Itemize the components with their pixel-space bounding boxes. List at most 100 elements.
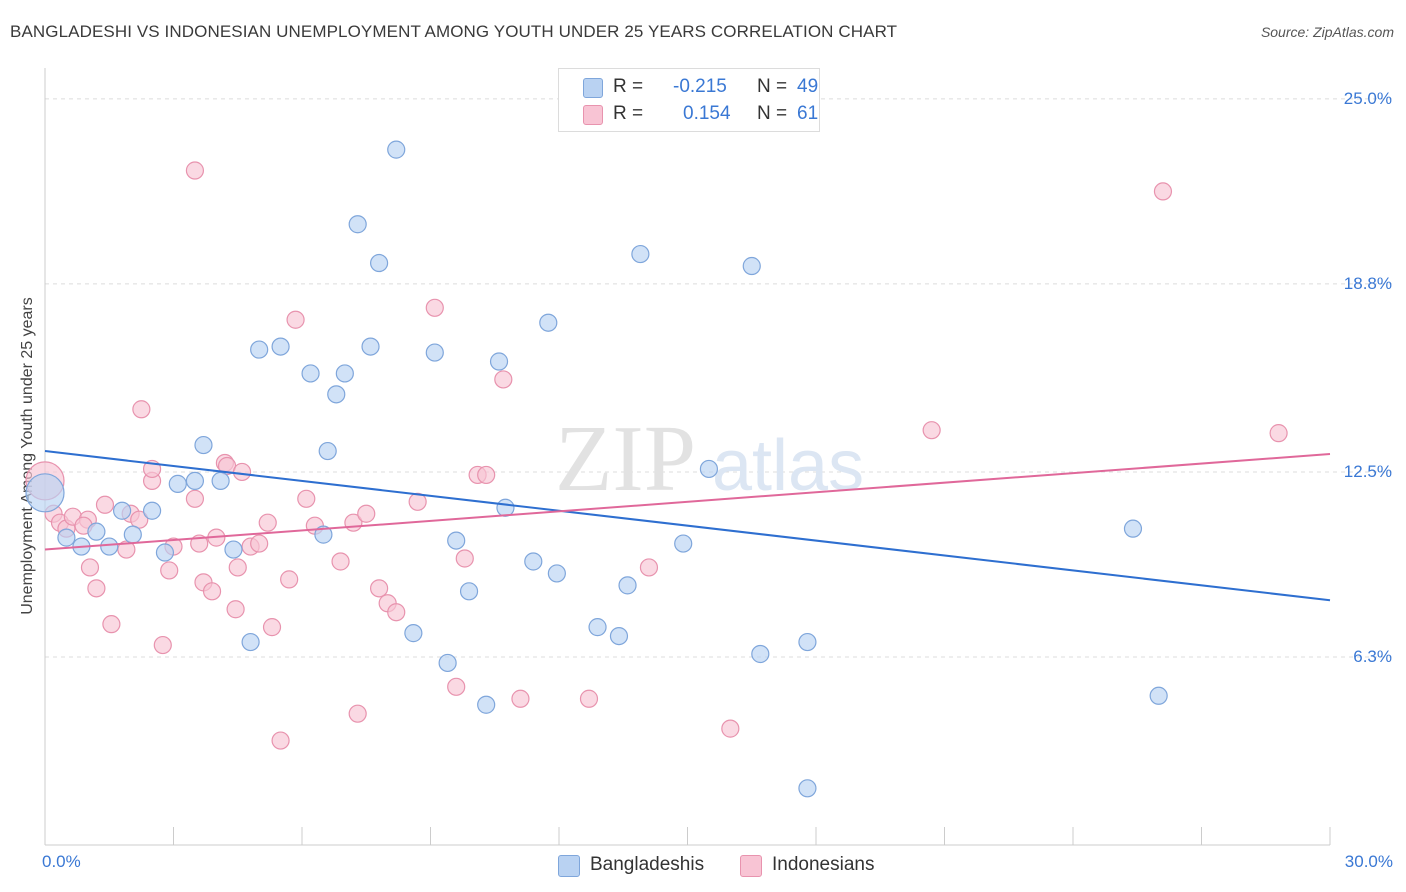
point-bangladeshis-18 <box>314 525 333 544</box>
point-bangladeshis-44 <box>751 644 770 664</box>
point-bangladeshis-12 <box>211 471 230 490</box>
point-indonesians-33 <box>262 618 282 637</box>
chart-title: BANGLADESHI VS INDONESIAN UNEMPLOYMENT A… <box>10 22 898 41</box>
series-bangladeshis <box>25 140 1168 798</box>
point-indonesians-28 <box>228 558 247 577</box>
point-bangladeshis-32 <box>489 352 509 371</box>
point-bangladeshis-15 <box>250 340 269 359</box>
point-bangladeshis-46 <box>798 779 817 798</box>
point-indonesians-57 <box>1153 182 1173 201</box>
trend-line-indonesians <box>44 453 1331 551</box>
point-bangladeshis-30 <box>459 582 479 601</box>
point-bangladeshis-38 <box>609 626 629 646</box>
watermark-zip: ZIP <box>555 407 696 511</box>
point-indonesians-36 <box>286 310 305 329</box>
legend-r-value: -0.215 <box>673 76 727 97</box>
point-bangladeshis-28 <box>438 653 457 673</box>
point-bangladeshis-16 <box>271 337 290 356</box>
point-indonesians-39 <box>331 552 350 571</box>
y-tick-label-0: 6.3% <box>1353 646 1392 666</box>
point-indonesians-46 <box>425 298 444 317</box>
point-indonesians-8 <box>95 495 115 514</box>
trend-lines <box>44 450 1331 602</box>
point-bangladeshis-7 <box>142 501 162 520</box>
point-bangladeshis-25 <box>387 140 406 159</box>
point-indonesians-54 <box>639 558 659 577</box>
point-bangladeshis-29 <box>447 531 466 550</box>
point-bangladeshis-13 <box>224 540 243 559</box>
point-indonesians-58 <box>1269 424 1288 443</box>
point-indonesians-9 <box>102 615 121 634</box>
legend-swatch-blue <box>558 855 580 877</box>
point-bangladeshis-34 <box>524 552 543 571</box>
trend-line-bangladeshis <box>44 450 1331 602</box>
y-tick-label-3: 25.0% <box>1343 88 1392 108</box>
point-indonesians-13 <box>132 400 151 419</box>
point-bangladeshis-23 <box>361 337 380 356</box>
point-bangladeshis-33 <box>496 498 515 517</box>
point-bangladeshis-19 <box>318 441 337 461</box>
point-bangladeshis-24 <box>370 253 389 273</box>
point-bangladeshis-20 <box>327 385 346 404</box>
legend-n-value: 49 <box>797 76 819 97</box>
point-bangladeshis-45 <box>798 632 817 652</box>
legend-n-label: N = <box>757 76 788 97</box>
point-bangladeshis-9 <box>168 474 187 493</box>
point-bangladeshis-41 <box>674 534 693 553</box>
legend-n-value: 61 <box>797 103 819 124</box>
point-bangladeshis-4 <box>100 537 119 556</box>
legend-swatch-blue <box>583 78 603 98</box>
point-bangladeshis-47 <box>1123 519 1143 538</box>
point-bangladeshis-39 <box>618 576 637 595</box>
point-indonesians-56 <box>922 421 941 440</box>
point-indonesians-45 <box>408 492 427 511</box>
point-indonesians-19 <box>185 161 205 180</box>
point-bangladeshis-6 <box>123 525 142 544</box>
correlation-legend: R = -0.215 N = 49 R = 0.154 N = 61 <box>558 68 820 132</box>
point-bangladeshis-48 <box>1149 686 1168 705</box>
point-indonesians-55 <box>721 719 740 738</box>
point-indonesians-34 <box>271 731 290 750</box>
point-bangladeshis-21 <box>335 364 354 383</box>
point-indonesians-41 <box>357 504 376 523</box>
point-bangladeshis-10 <box>185 471 205 490</box>
point-indonesians-6 <box>80 558 100 577</box>
point-bangladeshis-1 <box>57 528 76 547</box>
point-bangladeshis-0 <box>25 473 65 513</box>
point-indonesians-27 <box>226 600 245 619</box>
point-indonesians-17 <box>160 561 179 580</box>
point-indonesians-31 <box>250 534 269 553</box>
gridlines <box>45 98 1392 658</box>
legend-label-indonesians: Indonesians <box>772 854 875 875</box>
x-tick-label-1: 30.0% <box>1344 852 1393 871</box>
point-indonesians-53 <box>579 689 599 708</box>
point-bangladeshis-11 <box>194 435 213 455</box>
point-indonesians-7 <box>87 579 106 598</box>
y-tick-label-2: 18.8% <box>1343 273 1392 293</box>
point-bangladeshis-26 <box>404 624 423 643</box>
point-indonesians-16 <box>153 635 172 655</box>
point-bangladeshis-5 <box>112 501 132 520</box>
point-indonesians-35 <box>280 570 299 589</box>
point-bangladeshis-8 <box>155 543 175 562</box>
point-indonesians-50 <box>477 465 496 485</box>
point-bangladeshis-36 <box>547 564 566 583</box>
watermark: ZIP atlas <box>555 407 864 511</box>
point-bangladeshis-31 <box>477 695 496 714</box>
point-indonesians-32 <box>258 513 277 532</box>
axes <box>44 68 1331 846</box>
legend-r-label: R = <box>613 76 644 97</box>
source-credit: Source: ZipAtlas.com <box>1260 24 1394 40</box>
legend-swatch-pink <box>583 105 603 125</box>
point-indonesians-23 <box>202 582 222 601</box>
point-indonesians-52 <box>511 689 530 708</box>
point-indonesians-29 <box>232 462 252 482</box>
y-tick-label-1: 12.5% <box>1343 461 1392 481</box>
point-indonesians-20 <box>185 489 205 508</box>
point-bangladeshis-43 <box>742 256 761 276</box>
point-indonesians-48 <box>455 549 474 568</box>
series-legend: Bangladeshis Indonesians <box>0 852 1406 878</box>
x-tick-label-0: 0.0% <box>42 852 81 871</box>
watermark-atlas: atlas <box>712 426 864 506</box>
